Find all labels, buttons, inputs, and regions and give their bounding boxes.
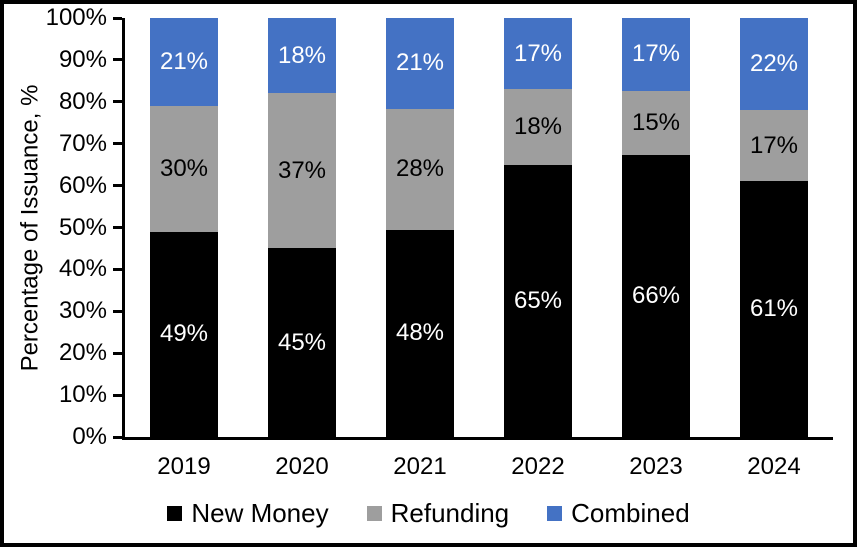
y-tick-label: 30% [58,297,107,325]
segment-label: 17% [631,40,681,68]
legend-item-combined: Combined [547,498,690,529]
bar-slot-2024: 61% 17% 22% [715,18,833,437]
segment-new-money-2024: 61% [740,181,808,437]
segment-label: 49% [159,320,209,348]
x-axis-label-2023: 2023 [629,453,683,480]
stacked-bar-2021: 48% 28% 21% [386,18,454,437]
y-tick-label: 90% [58,45,107,73]
segment-refunding-2024: 17% [740,110,808,182]
bar-slot-2021: 48% 28% 21% [361,18,479,437]
legend-swatch-new-money [167,506,183,521]
segment-refunding-2022: 18% [504,89,572,165]
legend: New Money Refunding Combined [4,498,853,529]
segment-label: 17% [749,131,799,159]
x-axis-label-2020: 2020 [275,453,329,480]
y-tick-mark [113,184,122,188]
segment-combined-2024: 22% [740,18,808,111]
segment-label: 65% [513,286,563,314]
segment-label: 18% [277,41,327,69]
x-axis-line [122,437,833,440]
plot-area: 49% 30% 21% 45% 37% 18% 48% 28% 21% 65% 18% 17% 66% 1… [125,18,833,437]
segment-label: 28% [395,155,445,183]
segment-label: 21% [395,49,445,77]
segment-label: 22% [749,50,799,78]
legend-swatch-refunding [366,506,382,521]
legend-label-combined: Combined [571,498,690,528]
segment-combined-2021: 21% [386,18,454,109]
y-tick-label: 50% [58,213,107,241]
y-tick-mark [113,309,122,313]
y-tick-label: 80% [58,87,107,115]
segment-new-money-2023: 66% [622,154,690,437]
segment-new-money-2019: 49% [150,231,218,437]
bar-slot-2023: 66% 15% 17% [597,18,715,437]
segment-refunding-2020: 37% [268,93,336,249]
segment-combined-2023: 17% [622,18,690,91]
x-axis-label-2024: 2024 [747,453,801,480]
y-tick-mark [113,435,122,439]
x-axis-labels: 2019 2020 2021 2022 2023 2024 [125,453,833,481]
legend-item-refunding: Refunding [366,498,510,529]
y-tick-label: 0% [72,423,107,450]
y-tick-label: 100% [45,4,107,31]
x-axis-label-2022: 2022 [511,453,565,480]
legend-label-new-money: New Money [191,498,329,528]
segment-label: 61% [749,295,799,323]
x-axis-label-2019: 2019 [157,453,211,480]
y-tick-mark [113,226,122,229]
legend-item-new-money: New Money [167,498,329,529]
y-tick-label: 20% [58,339,107,367]
y-tick-mark [113,142,122,146]
y-tick-label: 70% [58,129,107,157]
y-tick-mark [113,267,122,271]
segment-label: 18% [513,112,563,140]
segment-refunding-2023: 15% [622,90,690,155]
segment-label: 21% [159,48,209,76]
stacked-bar-2023: 66% 15% 17% [622,18,690,437]
y-tick-label: 10% [58,381,107,409]
segment-label: 30% [159,154,209,182]
y-axis-line [122,18,125,440]
bar-slot-2022: 65% 18% 17% [479,18,597,437]
y-tick-mark [113,58,122,62]
bar-slot-2020: 45% 37% 18% [243,18,361,437]
segment-refunding-2019: 30% [150,106,218,232]
y-tick-mark [113,16,122,20]
legend-label-refunding: Refunding [390,498,510,528]
segment-new-money-2022: 65% [504,164,572,437]
segment-new-money-2020: 45% [268,248,336,437]
y-tick-label: 40% [58,255,107,283]
legend-swatch-combined [547,506,563,521]
segment-refunding-2021: 28% [386,108,454,230]
segment-new-money-2021: 48% [386,229,454,437]
y-tick-mark [113,351,122,355]
y-tick-label: 60% [58,171,107,199]
y-tick-mark [113,100,122,104]
segment-label: 15% [631,108,681,136]
segment-label: 17% [513,39,563,67]
y-tick-mark [113,393,122,397]
segment-label: 45% [277,328,327,356]
segment-label: 37% [277,156,327,184]
stacked-bar-2020: 45% 37% 18% [268,18,336,437]
segment-combined-2022: 17% [504,18,572,90]
segment-label: 48% [395,319,445,347]
stacked-bar-2024: 61% 17% 22% [740,18,808,437]
stacked-bar-2022: 65% 18% 17% [504,18,572,437]
segment-combined-2020: 18% [268,18,336,94]
segment-combined-2019: 21% [150,18,218,107]
stacked-bar-2019: 49% 30% 21% [150,18,218,437]
segment-label: 66% [631,281,681,309]
x-axis-label-2021: 2021 [393,453,447,480]
bar-slot-2019: 49% 30% 21% [125,18,243,437]
